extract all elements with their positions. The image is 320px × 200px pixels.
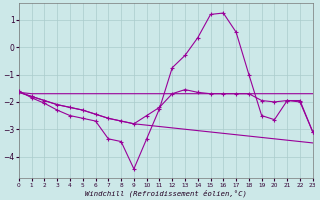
X-axis label: Windchill (Refroidissement éolien,°C): Windchill (Refroidissement éolien,°C) bbox=[85, 189, 247, 197]
